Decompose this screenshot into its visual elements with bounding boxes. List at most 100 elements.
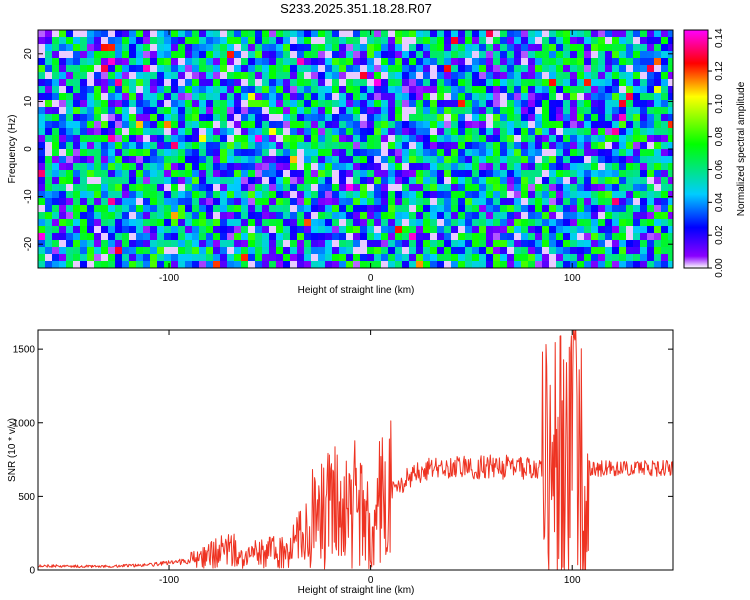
heatmap-cell [332, 205, 339, 212]
heatmap-cell [493, 219, 500, 226]
heatmap-cell [367, 79, 374, 86]
heatmap-cell [234, 226, 241, 233]
heatmap-cell [500, 184, 507, 191]
heatmap-cell [479, 212, 486, 219]
heatmap-cell [619, 72, 626, 79]
heatmap-cell [458, 100, 465, 107]
heatmap-cell [45, 240, 52, 247]
heatmap-cell [598, 65, 605, 72]
heatmap-cell [255, 254, 262, 261]
heatmap-cell [472, 135, 479, 142]
heatmap-cell [94, 121, 101, 128]
heatmap-cell [297, 247, 304, 254]
heatmap-cell [402, 261, 409, 268]
heatmap-cell [220, 254, 227, 261]
heatmap-cell [157, 149, 164, 156]
heatmap-cell [241, 240, 248, 247]
heatmap-cell [437, 226, 444, 233]
heatmap-cell [535, 107, 542, 114]
heatmap-cell [514, 254, 521, 261]
heatmap-cell [311, 212, 318, 219]
heatmap-cell [388, 261, 395, 268]
heatmap-cell [150, 233, 157, 240]
heatmap-cell [94, 184, 101, 191]
heatmap-cell [255, 226, 262, 233]
heatmap-cell [94, 135, 101, 142]
heatmap-cell [654, 261, 661, 268]
heatmap-cell [122, 261, 129, 268]
heatmap-cell [311, 177, 318, 184]
heatmap-cell [647, 170, 654, 177]
heatmap-cell [654, 37, 661, 44]
heatmap-cell [437, 128, 444, 135]
heatmap-cell [297, 177, 304, 184]
heatmap-cell [584, 198, 591, 205]
heatmap-cell [59, 254, 66, 261]
heatmap-cell [38, 121, 45, 128]
heatmap-cell [430, 184, 437, 191]
heatmap-cell [563, 191, 570, 198]
heatmap-cell [318, 261, 325, 268]
colorbar-gradient [684, 30, 708, 268]
heatmap-cell [136, 163, 143, 170]
heatmap-cell [374, 72, 381, 79]
heatmap-cell [136, 254, 143, 261]
heatmap-cell [129, 72, 136, 79]
heatmap-cell [465, 65, 472, 72]
heatmap-cell [290, 219, 297, 226]
heatmap-cell [339, 156, 346, 163]
heatmap-cell [367, 107, 374, 114]
top-y-tick-label: -20 [23, 237, 34, 252]
heatmap-cell [451, 44, 458, 51]
heatmap-cell [465, 163, 472, 170]
heatmap-cell [101, 254, 108, 261]
heatmap-cell [325, 219, 332, 226]
heatmap-cell [535, 65, 542, 72]
heatmap-cell [234, 128, 241, 135]
heatmap-cell [367, 65, 374, 72]
heatmap-cell [535, 114, 542, 121]
heatmap-cell [493, 72, 500, 79]
heatmap-cell [108, 107, 115, 114]
heatmap-cell [136, 107, 143, 114]
heatmap-cell [283, 121, 290, 128]
heatmap-cell [318, 233, 325, 240]
heatmap-cell [528, 51, 535, 58]
heatmap-cell [332, 44, 339, 51]
heatmap-cell [255, 72, 262, 79]
heatmap-cell [570, 37, 577, 44]
heatmap-cell [577, 177, 584, 184]
heatmap-cell [192, 212, 199, 219]
heatmap-cell [290, 212, 297, 219]
heatmap-cell [318, 107, 325, 114]
heatmap-cell [521, 226, 528, 233]
heatmap-cell [409, 142, 416, 149]
heatmap-cell [290, 51, 297, 58]
heatmap-cell [472, 170, 479, 177]
heatmap-cell [654, 198, 661, 205]
heatmap-cell [255, 93, 262, 100]
heatmap-cell [199, 219, 206, 226]
heatmap-cell [521, 135, 528, 142]
heatmap-cell [311, 30, 318, 37]
heatmap-cell [192, 65, 199, 72]
heatmap-cell [437, 163, 444, 170]
heatmap-cell [626, 65, 633, 72]
heatmap-cell [185, 156, 192, 163]
heatmap-cell [311, 205, 318, 212]
heatmap-cell [584, 170, 591, 177]
heatmap-cell [276, 135, 283, 142]
heatmap-cell [241, 191, 248, 198]
heatmap-cell [87, 212, 94, 219]
heatmap-cell [199, 121, 206, 128]
heatmap-cell [332, 212, 339, 219]
heatmap-cell [479, 198, 486, 205]
heatmap-cell [395, 44, 402, 51]
heatmap-cell [381, 240, 388, 247]
heatmap-cell [192, 240, 199, 247]
heatmap-cell [486, 163, 493, 170]
heatmap-cell [640, 44, 647, 51]
heatmap-cell [640, 219, 647, 226]
heatmap-cell [535, 37, 542, 44]
heatmap-cell [402, 128, 409, 135]
